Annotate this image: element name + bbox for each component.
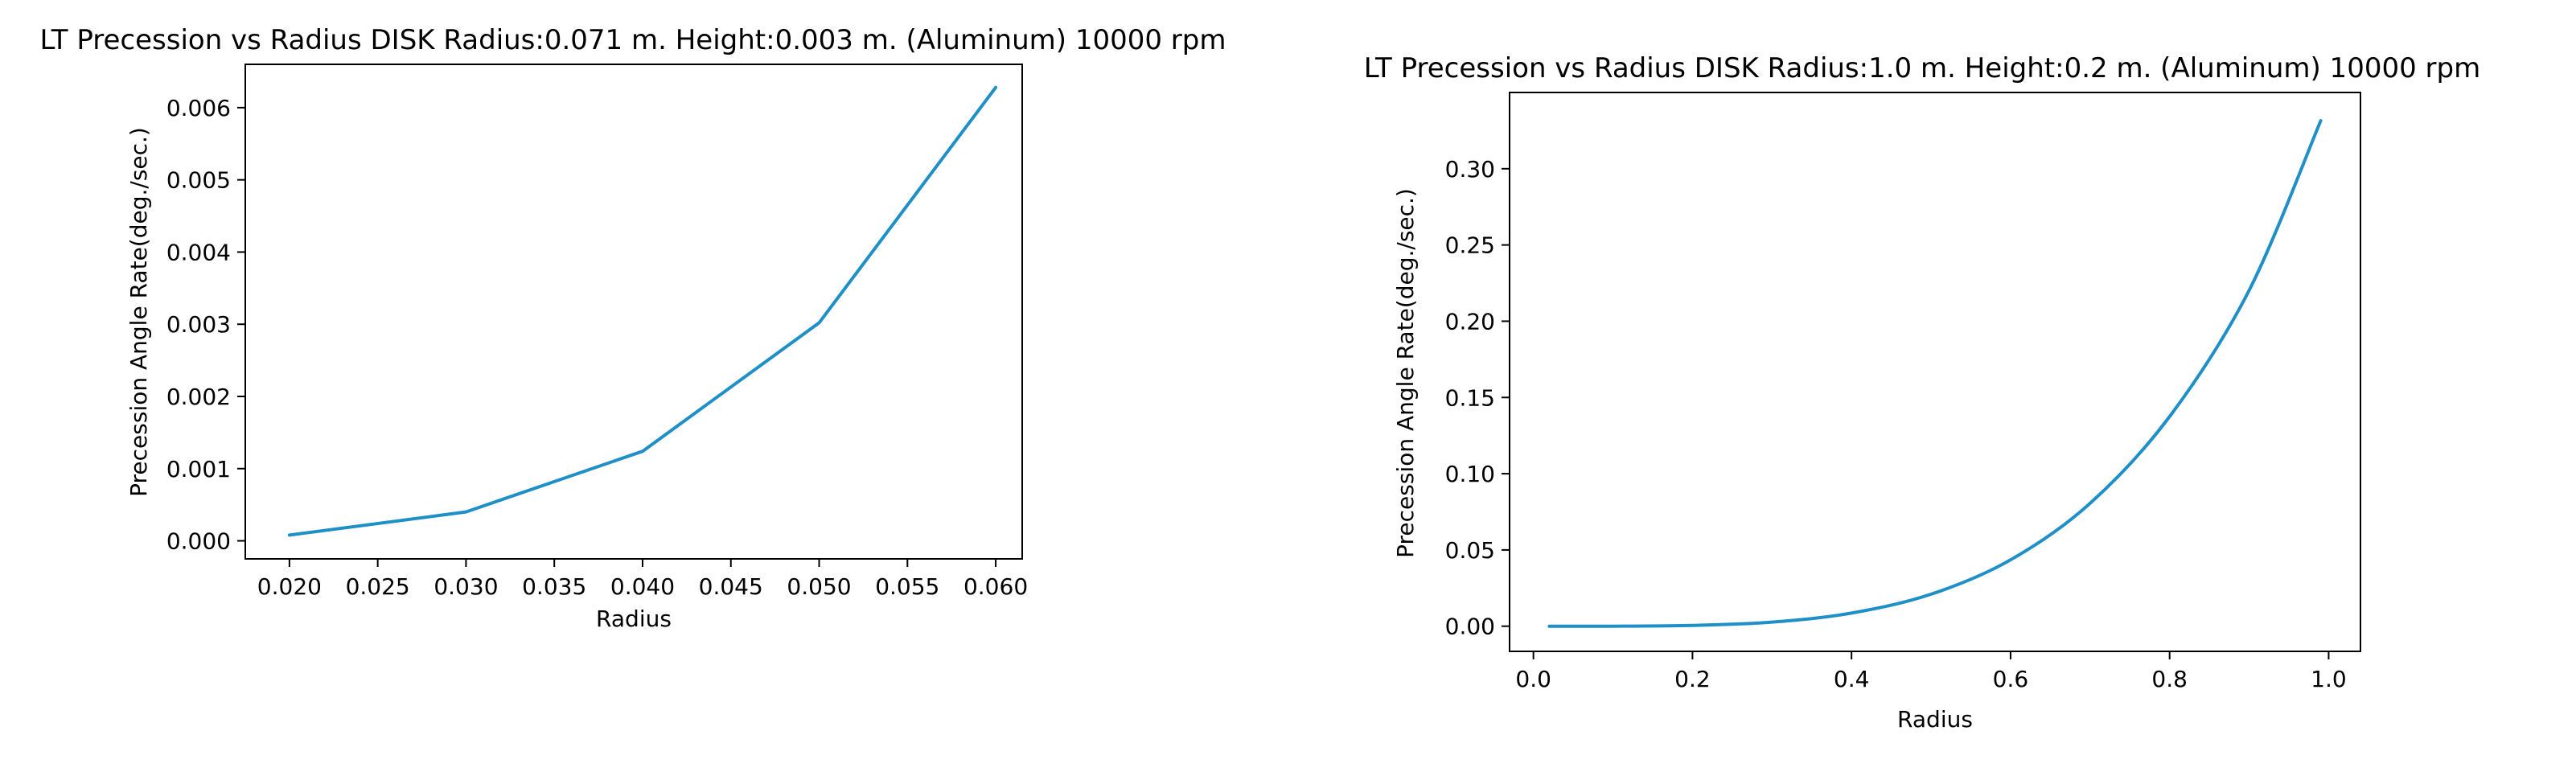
x-tick-label: 0.030 [433, 573, 498, 600]
chart-2-plot-area [1509, 92, 2361, 652]
y-tick-label: 0.000 [166, 528, 231, 555]
y-tick-label: 0.15 [1445, 384, 1495, 411]
x-tick-label: 0.045 [699, 573, 763, 600]
x-tick-label: 0.020 [257, 573, 322, 600]
x-tick-label: 0.060 [963, 573, 1028, 600]
x-tick-label: 0.040 [610, 573, 675, 600]
x-tick-label: 0.025 [346, 573, 410, 600]
y-tick-label: 0.004 [166, 239, 231, 265]
chart-2-y-ticks: 0.00 0.05 0.10 0.15 0.20 0.25 0.30 [1445, 156, 1510, 640]
chart-2-x-axis-label: Radius [1897, 706, 1973, 733]
chart-1-x-axis-label: Radius [596, 606, 672, 632]
y-tick-label: 0.006 [166, 95, 231, 121]
y-tick-label: 0.20 [1445, 308, 1495, 335]
x-tick-label: 0.035 [522, 573, 586, 600]
y-tick-label: 0.05 [1445, 537, 1495, 564]
chart-1-y-ticks: 0.000 0.001 0.002 0.003 0.004 0.005 0.006 [166, 95, 245, 555]
chart-2-title: LT Precession vs Radius DISK Radius:1.0 … [1364, 52, 2480, 84]
y-tick-label: 0.001 [166, 456, 231, 482]
chart-2-x-ticks: 0.0 0.2 0.4 0.6 0.8 1.0 [1515, 651, 2347, 692]
y-tick-label: 0.25 [1445, 232, 1495, 259]
y-tick-label: 0.003 [166, 311, 231, 338]
chart-2-series-line [1547, 119, 2323, 628]
x-tick-label: 0.8 [2151, 666, 2188, 692]
x-tick-label: 0.0 [1515, 666, 1551, 692]
chart-1-title: LT Precession vs Radius DISK Radius:0.07… [40, 24, 1226, 56]
x-tick-label: 0.2 [1674, 666, 1711, 692]
chart-1-x-ticks: 0.020 0.025 0.030 0.035 0.040 0.045 0.050 0.055… [257, 559, 1028, 600]
y-tick-label: 0.002 [166, 384, 231, 410]
x-tick-label: 0.4 [1834, 666, 1870, 692]
y-tick-label: 0.10 [1445, 461, 1495, 487]
x-tick-label: 0.6 [1993, 666, 2029, 692]
chart-1-y-axis-label: Precession Angle Rate(deg./sec.) [125, 127, 152, 497]
x-tick-label: 0.050 [787, 573, 851, 600]
chart-2: LT Precession vs Radius DISK Radius:1.0 … [1364, 52, 2480, 733]
chart-1: LT Precession vs Radius DISK Radius:0.07… [40, 24, 1226, 632]
chart-1-series-line [287, 85, 998, 537]
y-tick-label: 0.30 [1445, 156, 1495, 183]
x-tick-label: 0.055 [875, 573, 939, 600]
x-tick-label: 1.0 [2311, 666, 2347, 692]
chart-2-y-axis-label: Precession Angle Rate(deg./sec.) [1392, 188, 1419, 558]
chart-1-plot-area [244, 64, 1023, 560]
y-tick-label: 0.00 [1445, 614, 1495, 640]
y-tick-label: 0.005 [166, 167, 231, 194]
